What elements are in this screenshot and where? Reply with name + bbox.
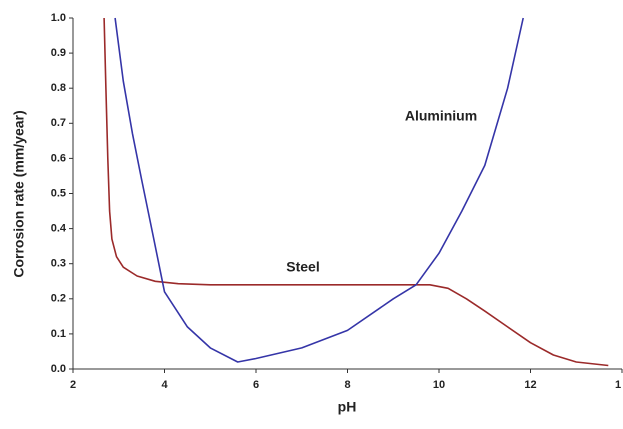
x-tick-label: 6 [253, 379, 259, 391]
x-tick-label: 12 [524, 379, 536, 391]
line-series [103, 17, 609, 367]
x-tick-label: 2 [70, 379, 76, 391]
y-tick-label: 0.6 [51, 152, 66, 164]
y-tick-label: 0.1 [51, 328, 66, 340]
x-axis-title: pH [338, 399, 357, 415]
y-tick-label: 0.7 [51, 117, 66, 129]
annotation: Steel [286, 259, 319, 275]
y-tick-label: 0.8 [51, 82, 66, 94]
x-tick-label: 8 [344, 379, 350, 391]
y-tick-label: 1.0 [51, 12, 66, 24]
x-tick-label: 4 [161, 379, 168, 391]
y-tick-label: 0.9 [51, 47, 66, 59]
y-tick-label: 0.5 [51, 187, 66, 199]
y-tick-label: 0.0 [51, 363, 66, 375]
x-tick-label: 10 [433, 379, 445, 391]
annotation: Aluminium [405, 108, 477, 124]
line-series [114, 17, 524, 363]
y-tick-label: 0.2 [51, 293, 66, 305]
x-tick-label: 1 [615, 379, 621, 391]
y-tick-label: 0.4 [51, 223, 67, 235]
y-axis-title: Corrosion rate (mm/year) [11, 110, 27, 277]
y-tick-label: 0.3 [51, 258, 66, 270]
